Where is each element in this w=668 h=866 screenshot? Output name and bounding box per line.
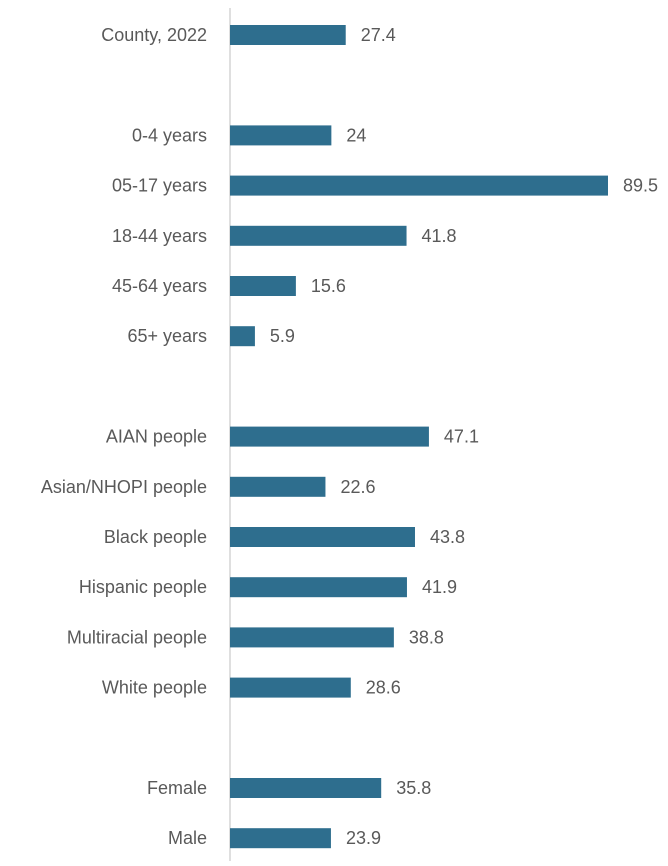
bar-group-2-row-2: [230, 527, 415, 547]
value-label: 38.8: [409, 627, 444, 647]
bar-group-2-row-4: [230, 627, 394, 648]
bar-group-1-row-2: [230, 225, 407, 246]
bar-group-1-row-1: [230, 175, 608, 196]
bar-group-1-row-3: [230, 276, 296, 296]
bar-group-2-row-3: [230, 577, 407, 598]
category-label: 45-64 years: [112, 276, 207, 296]
category-label: White people: [102, 678, 207, 698]
bar-group-1-row-0: [230, 125, 332, 146]
bar-group-3-row-0: [230, 778, 382, 798]
value-label: 22.6: [340, 477, 375, 497]
value-label: 89.5: [623, 176, 658, 196]
value-label: 23.9: [346, 828, 381, 848]
value-label: 5.9: [270, 326, 295, 346]
category-label: 0-4 years: [132, 125, 207, 145]
value-label: 27.4: [361, 25, 396, 45]
value-label: 47.1: [444, 427, 479, 447]
category-label: Asian/NHOPI people: [41, 477, 207, 497]
value-label: 24: [346, 125, 366, 145]
category-label: Hispanic people: [79, 577, 207, 597]
value-label: 43.8: [430, 527, 465, 547]
value-label: 41.8: [422, 226, 457, 246]
bar-group-0-row-0: [230, 25, 346, 45]
bar-group-2-row-1: [230, 476, 326, 497]
value-label: 15.6: [311, 276, 346, 296]
bar-group-1-row-4: [230, 326, 255, 347]
value-label: 35.8: [396, 778, 431, 798]
category-label: Multiracial people: [67, 627, 207, 647]
bar-group-2-row-0: [230, 426, 429, 447]
category-label: 05-17 years: [112, 176, 207, 196]
value-label: 28.6: [366, 678, 401, 698]
category-label: 65+ years: [127, 326, 207, 346]
category-label: 18-44 years: [112, 226, 207, 246]
category-label: Female: [147, 778, 207, 798]
category-label: Male: [168, 828, 207, 848]
category-label: AIAN people: [106, 427, 207, 447]
category-label: County, 2022: [101, 25, 207, 45]
value-label: 41.9: [422, 577, 457, 597]
bar-group-2-row-5: [230, 677, 351, 698]
bar-group-3-row-1: [230, 828, 331, 849]
category-label: Black people: [104, 527, 207, 547]
